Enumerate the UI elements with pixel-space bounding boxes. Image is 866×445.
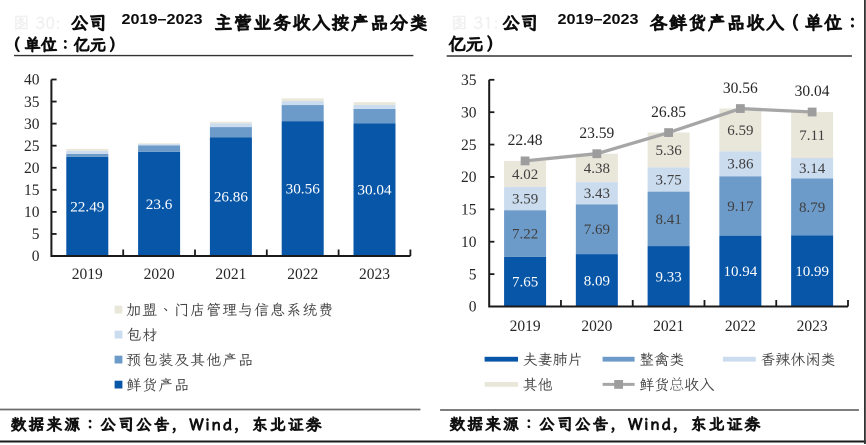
- svg-text:2021: 2021: [653, 318, 684, 335]
- svg-text:7.22: 7.22: [512, 227, 538, 243]
- svg-text:3.14: 3.14: [799, 161, 826, 177]
- svg-text:2022: 2022: [725, 318, 756, 335]
- svg-text:23.59: 23.59: [579, 125, 614, 142]
- svg-text:40: 40: [24, 72, 40, 89]
- svg-text:30.56: 30.56: [723, 80, 758, 97]
- svg-text:2022: 2022: [287, 266, 318, 283]
- svg-text:3.75: 3.75: [655, 172, 681, 188]
- svg-text:0: 0: [469, 299, 477, 316]
- svg-text:2019–2023: 2019–2023: [122, 12, 203, 28]
- svg-text:2021: 2021: [215, 266, 246, 283]
- svg-text:25: 25: [24, 138, 40, 155]
- svg-text:30: 30: [24, 116, 40, 133]
- svg-text:9.33: 9.33: [655, 269, 681, 285]
- svg-text:3.59: 3.59: [512, 192, 538, 208]
- svg-text:8.79: 8.79: [799, 200, 825, 216]
- svg-text:7.69: 7.69: [584, 222, 610, 238]
- svg-text:0: 0: [32, 248, 40, 265]
- svg-text:10.99: 10.99: [795, 264, 829, 280]
- svg-text:7.11: 7.11: [799, 128, 825, 144]
- svg-text:25: 25: [461, 137, 477, 154]
- svg-text:30.04: 30.04: [795, 83, 830, 100]
- svg-text:4.38: 4.38: [584, 161, 610, 177]
- svg-text:8.41: 8.41: [655, 212, 681, 228]
- svg-text:2020: 2020: [144, 266, 175, 283]
- svg-text:2023: 2023: [797, 318, 828, 335]
- svg-text:35: 35: [461, 72, 477, 89]
- svg-text:30.56: 30.56: [286, 181, 321, 198]
- svg-text:15: 15: [461, 202, 477, 219]
- svg-text:3.43: 3.43: [584, 186, 610, 202]
- svg-text:2019: 2019: [510, 318, 541, 335]
- svg-text:9.17: 9.17: [727, 199, 754, 215]
- svg-text:30: 30: [461, 104, 477, 121]
- svg-text:22.48: 22.48: [508, 132, 543, 149]
- svg-text:26.86: 26.86: [214, 189, 249, 206]
- svg-text:10: 10: [24, 204, 40, 221]
- svg-text:22.49: 22.49: [70, 198, 104, 215]
- svg-text:8.09: 8.09: [584, 273, 610, 289]
- svg-text:5: 5: [32, 226, 40, 243]
- svg-text:23.6: 23.6: [146, 196, 173, 213]
- svg-text:4.02: 4.02: [512, 167, 538, 183]
- svg-text:5: 5: [469, 266, 477, 283]
- svg-text:30.04: 30.04: [357, 182, 392, 199]
- svg-text:35: 35: [24, 94, 40, 111]
- svg-text:5.36: 5.36: [655, 143, 682, 159]
- svg-text:10: 10: [461, 234, 477, 251]
- svg-text:2019: 2019: [72, 266, 103, 283]
- svg-text:20: 20: [24, 160, 40, 177]
- svg-text:10.94: 10.94: [723, 264, 757, 280]
- svg-text:15: 15: [24, 182, 40, 199]
- svg-text:2023: 2023: [359, 266, 390, 283]
- svg-text:20: 20: [461, 169, 477, 186]
- svg-text:3.86: 3.86: [727, 157, 754, 173]
- svg-text:6.59: 6.59: [727, 123, 753, 139]
- svg-text:2020: 2020: [581, 318, 612, 335]
- svg-text:7.65: 7.65: [512, 275, 538, 291]
- svg-text:2019–2023: 2019–2023: [558, 12, 639, 28]
- svg-text:26.85: 26.85: [651, 104, 686, 121]
